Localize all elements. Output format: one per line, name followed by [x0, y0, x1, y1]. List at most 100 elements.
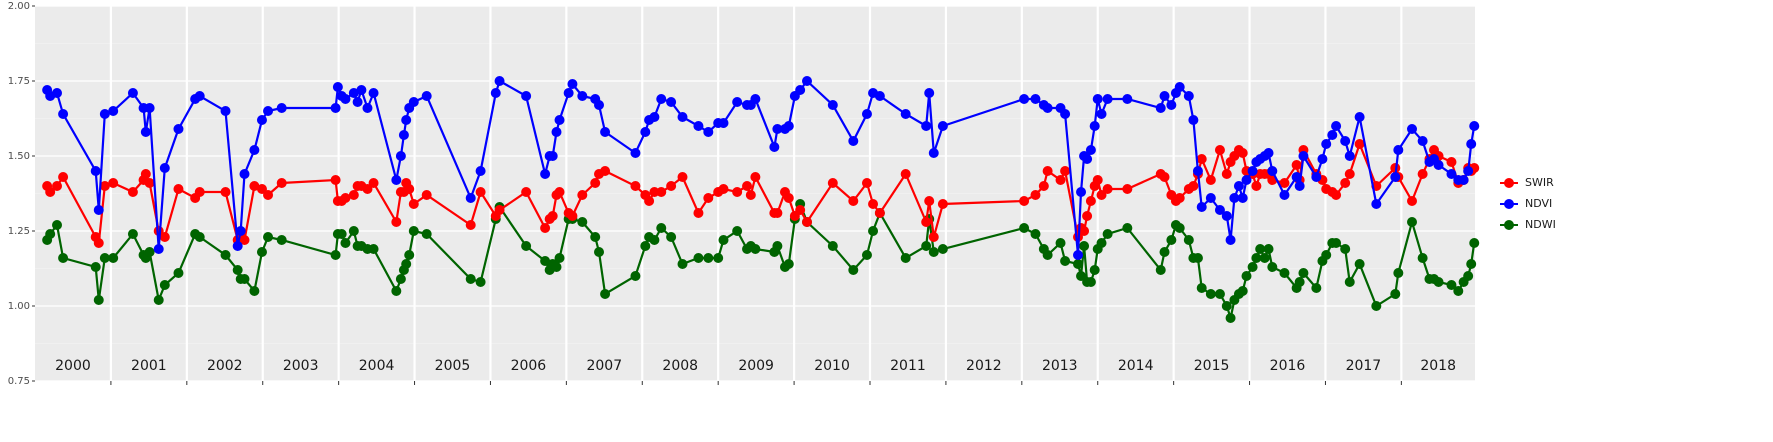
- data-point: [58, 172, 69, 182]
- data-point: [1417, 169, 1428, 179]
- data-point: [656, 223, 667, 233]
- data-point: [239, 169, 250, 179]
- data-point: [656, 94, 667, 104]
- data-point: [1085, 145, 1096, 155]
- data-point: [713, 253, 724, 263]
- data-point: [194, 91, 205, 101]
- data-point: [108, 106, 119, 116]
- data-point: [1321, 250, 1332, 260]
- data-point: [127, 88, 138, 98]
- data-point: [577, 217, 588, 227]
- y-tick-label: 1.75: [8, 76, 30, 87]
- data-point: [1263, 148, 1274, 158]
- data-point: [1247, 166, 1258, 176]
- data-point: [398, 130, 409, 140]
- data-point: [594, 100, 605, 110]
- data-point: [1237, 286, 1248, 296]
- data-point: [1417, 253, 1428, 263]
- data-point: [1406, 196, 1417, 206]
- data-point: [173, 184, 184, 194]
- data-point: [750, 244, 761, 254]
- data-point: [718, 118, 729, 128]
- data-point: [769, 142, 780, 152]
- y-tick-label: 1.25: [8, 226, 30, 237]
- data-point: [1019, 196, 1030, 206]
- data-point: [551, 262, 562, 272]
- data-point: [924, 88, 935, 98]
- data-point: [718, 184, 729, 194]
- data-point: [140, 169, 151, 179]
- data-point: [1096, 109, 1107, 119]
- data-point: [263, 232, 274, 242]
- data-point: [1267, 166, 1278, 176]
- data-point: [1019, 223, 1030, 233]
- data-point: [159, 163, 170, 173]
- data-point: [336, 229, 347, 239]
- data-point: [58, 109, 69, 119]
- data-point: [1298, 268, 1309, 278]
- year-label: 2012: [966, 358, 1002, 374]
- data-point: [1267, 262, 1278, 272]
- data-point: [235, 226, 246, 236]
- data-point: [144, 247, 155, 257]
- data-point: [848, 196, 859, 206]
- data-point: [1055, 238, 1066, 248]
- data-point: [249, 181, 260, 191]
- data-point: [547, 211, 558, 221]
- data-point: [1092, 175, 1103, 185]
- data-point: [93, 238, 104, 248]
- y-tick-label: 1.50: [8, 151, 30, 162]
- data-point: [677, 112, 688, 122]
- data-point: [276, 235, 287, 245]
- data-point: [1055, 175, 1066, 185]
- data-point: [1340, 244, 1351, 254]
- data-point: [1279, 190, 1290, 200]
- data-point: [630, 148, 641, 158]
- data-point: [352, 97, 363, 107]
- data-point: [1096, 190, 1107, 200]
- data-point: [783, 193, 794, 203]
- data-point: [594, 247, 605, 257]
- data-point: [640, 241, 651, 251]
- data-point: [600, 289, 611, 299]
- year-label: 2015: [1194, 358, 1230, 374]
- data-point: [1060, 166, 1071, 176]
- data-point: [1196, 154, 1207, 164]
- data-point: [666, 181, 677, 191]
- data-point: [928, 148, 939, 158]
- data-point: [368, 244, 379, 254]
- data-point: [1393, 145, 1404, 155]
- data-point: [1466, 259, 1477, 269]
- data-point: [600, 166, 611, 176]
- data-point: [232, 265, 243, 275]
- data-point: [330, 250, 341, 260]
- data-point: [1205, 289, 1216, 299]
- data-point: [1241, 271, 1252, 281]
- data-point: [693, 121, 704, 131]
- data-point: [600, 127, 611, 137]
- data-point: [1390, 289, 1401, 299]
- data-point: [99, 181, 110, 191]
- data-point: [1072, 250, 1083, 260]
- data-point: [928, 232, 939, 242]
- data-point: [1221, 211, 1232, 221]
- data-point: [900, 253, 911, 263]
- data-point: [677, 172, 688, 182]
- data-point: [924, 196, 935, 206]
- year-label: 2018: [1420, 358, 1456, 374]
- data-point: [551, 127, 562, 137]
- data-point: [1406, 217, 1417, 227]
- data-point: [348, 226, 359, 236]
- data-point: [693, 208, 704, 218]
- data-point: [1188, 115, 1199, 125]
- legend-label: NDWI: [1525, 218, 1556, 231]
- legend: SWIR NDVI NDWI: [1500, 176, 1556, 231]
- data-point: [1072, 259, 1083, 269]
- data-point: [108, 253, 119, 263]
- data-point: [465, 193, 476, 203]
- year-label: 2014: [1118, 358, 1154, 374]
- data-point: [1354, 259, 1365, 269]
- data-point: [1030, 94, 1041, 104]
- data-point: [732, 187, 743, 197]
